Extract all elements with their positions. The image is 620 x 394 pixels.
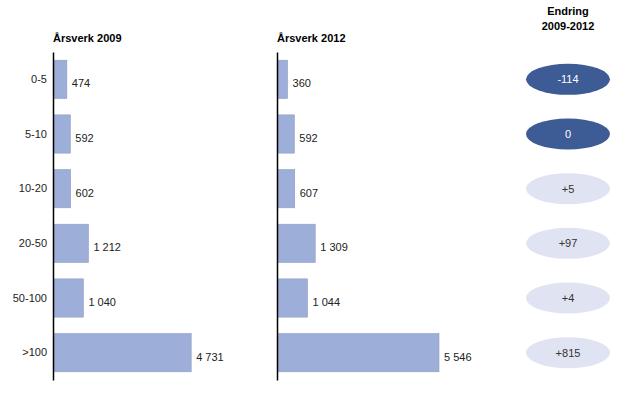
panel-title: Endring2009-2012 — [542, 5, 595, 32]
change-ellipse — [526, 228, 610, 259]
data-label: 592 — [75, 132, 93, 144]
chart-root: Årsverk 2009 0-5 5-10 10-20 20-50 50-100 >100 4… — [0, 0, 620, 394]
data-labels: -114 0 +5 +97 +4 +815 — [556, 73, 581, 358]
data-label: 1 212 — [93, 241, 121, 253]
bar — [277, 334, 439, 372]
change-ellipse — [526, 119, 610, 150]
data-label: +97 — [559, 237, 578, 249]
data-label: 360 — [293, 77, 311, 89]
category-label: 20-50 — [19, 237, 47, 249]
tick: 0-5 — [31, 73, 53, 85]
category-label: 5-10 — [25, 128, 47, 140]
change-ellipse — [526, 283, 610, 314]
data-labels: 474 592 602 1 212 1 040 4 731 — [72, 77, 224, 362]
bar — [277, 279, 307, 317]
bar — [53, 170, 71, 208]
bar — [53, 60, 67, 98]
bar — [53, 224, 88, 262]
axis-line — [277, 53, 279, 381]
category-label: 50-100 — [13, 292, 47, 304]
data-label: 5 546 — [444, 351, 472, 363]
category-label: 10-20 — [19, 182, 47, 194]
bar-panel: Årsverk 2012 360 592 607 1 309 1 044 5 546 — [277, 32, 472, 381]
data-label: 602 — [76, 187, 94, 199]
category-axis: 0-5 5-10 10-20 20-50 50-100 >100 — [13, 53, 54, 381]
data-label: 592 — [299, 132, 317, 144]
category-label: >100 — [22, 346, 47, 358]
bars — [277, 60, 439, 372]
panel-title: Årsverk 2009 — [53, 32, 122, 44]
bar-panel: Årsverk 2009 0-5 5-10 10-20 20-50 50-100 >100 4… — [13, 32, 224, 381]
change-marks — [526, 64, 610, 368]
data-label: -114 — [557, 73, 578, 85]
tick: 50-100 — [13, 292, 53, 304]
tick: 5-10 — [25, 128, 53, 140]
data-labels: 360 592 607 1 309 1 044 5 546 — [293, 77, 472, 362]
tick: 20-50 — [19, 237, 53, 249]
data-label: 1 309 — [320, 241, 348, 253]
data-label: 607 — [300, 187, 318, 199]
bar — [277, 115, 294, 153]
tick: >100 — [22, 346, 53, 358]
bars — [53, 60, 191, 372]
category-axis — [277, 53, 279, 381]
data-label: 1 044 — [312, 296, 340, 308]
bar — [53, 115, 70, 153]
change-ellipse — [526, 64, 610, 95]
bar — [53, 334, 191, 372]
data-label: 0 — [565, 128, 571, 140]
change-ellipse — [526, 173, 610, 204]
data-label: +5 — [562, 183, 575, 195]
axis-line — [53, 53, 55, 381]
data-label: +4 — [562, 292, 575, 304]
bar — [277, 224, 315, 262]
bar — [53, 279, 83, 317]
data-label: 4 731 — [196, 351, 224, 363]
category-label: 0-5 — [31, 73, 47, 85]
bar — [277, 60, 288, 98]
data-label: +815 — [556, 347, 581, 359]
data-label: 1 040 — [88, 296, 116, 308]
bar — [277, 170, 295, 208]
change-panel: Endring2009-2012 -114 0 +5 +97 +4 +815 — [526, 5, 610, 368]
change-ellipse — [526, 337, 610, 368]
data-label: 474 — [72, 77, 90, 89]
panel-title: Årsverk 2012 — [277, 32, 346, 44]
tick: 10-20 — [19, 182, 53, 194]
